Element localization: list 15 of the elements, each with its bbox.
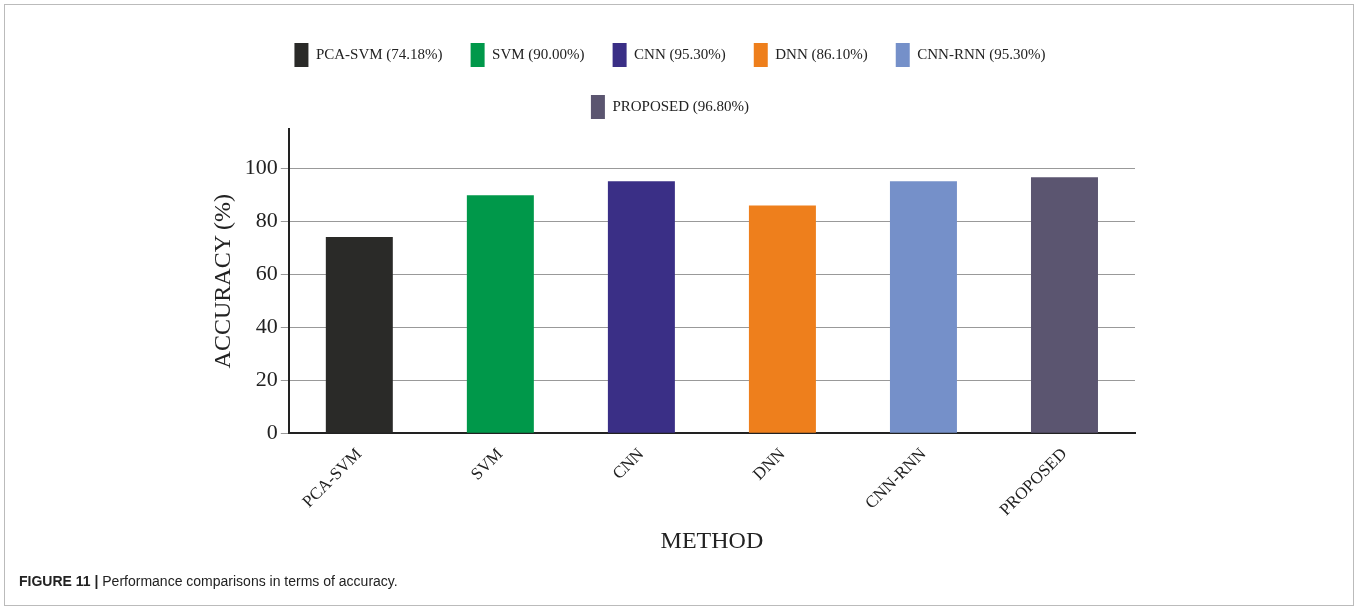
x-axis-title: METHOD [660, 526, 764, 553]
y-tick-label: 100 [244, 154, 278, 180]
legend-label: SVM (90.00%) [492, 45, 585, 63]
y-axis-title: ACCURACY (%) [208, 193, 235, 369]
legend-label: CNN (95.30%) [634, 45, 726, 63]
legend-label: DNN (86.10%) [775, 45, 868, 63]
legend-label: CNN-RNN (95.30%) [917, 45, 1046, 63]
y-tick-label: 40 [255, 313, 278, 339]
y-tick-label: 0 [266, 419, 278, 445]
y-tick-label: 60 [255, 260, 278, 286]
legend-label: PROPOSED (96.80%) [612, 97, 750, 115]
y-tick-label: 80 [255, 207, 278, 233]
caption: FIGURE 11 | Performance comparisons in terms of accuracy. [19, 573, 398, 589]
y-tick-label: 20 [255, 366, 278, 392]
legend-label: PCA-SVM (74.18%) [315, 45, 443, 63]
